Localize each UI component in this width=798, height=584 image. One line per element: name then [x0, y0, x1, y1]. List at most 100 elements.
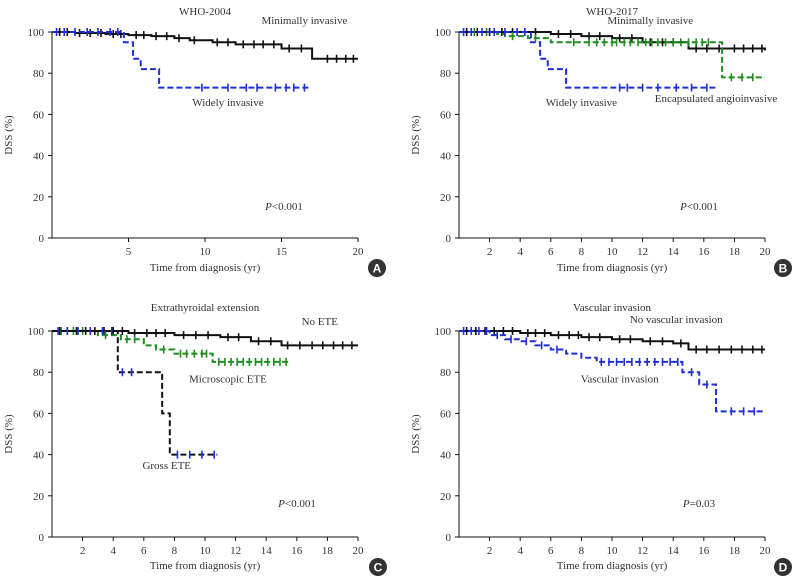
x-axis-label: Time from diagnosis (yr) — [557, 262, 668, 274]
x-tick-label: 18 — [729, 246, 741, 258]
x-tick-label: 16 — [698, 545, 710, 557]
panel-badge: A — [368, 259, 386, 277]
x-axis-label: Time from diagnosis (yr) — [150, 560, 261, 572]
panel-A: WHO-2004 DSS (%) Time from diagnosis (yr… — [3, 6, 386, 277]
km-curve-minimally-invasive — [52, 31, 358, 60]
y-axis-label: DSS (%) — [3, 115, 15, 155]
x-tick-label: 12 — [637, 246, 648, 258]
y-tick-label: 0 — [39, 233, 45, 245]
panel-title: Extrathyroidal extension — [151, 302, 260, 314]
y-axis-label: DSS (%) — [410, 414, 422, 454]
x-tick-label: 16 — [698, 246, 710, 258]
y-tick-label: 80 — [33, 68, 45, 80]
x-tick-label: 8 — [172, 545, 178, 557]
x-tick-label: 4 — [517, 246, 523, 258]
x-tick-label: 2 — [487, 545, 493, 557]
y-tick-label: 0 — [446, 233, 452, 245]
x-tick-label: 6 — [141, 545, 147, 557]
p-value: P<0.001 — [277, 498, 316, 510]
x-tick-label: 20 — [760, 545, 772, 557]
curve-label: Minimally invasive — [262, 15, 348, 27]
p-rest: <0.001 — [285, 498, 316, 510]
x-tick-label: 10 — [200, 246, 212, 258]
y-tick-label: 20 — [33, 491, 45, 503]
y-tick-label: 80 — [33, 367, 45, 379]
y-tick-label: 100 — [28, 27, 45, 39]
x-tick-label: 14 — [261, 545, 273, 557]
x-tick-label: 8 — [579, 545, 585, 557]
y-tick-label: 20 — [440, 192, 452, 204]
y-tick-label: 40 — [440, 450, 452, 462]
curve-label: Microscopic ETE — [189, 374, 267, 386]
panel-D: Vascular invasion DSS (%) Time from diag… — [410, 302, 792, 576]
y-tick-label: 100 — [435, 27, 452, 39]
y-tick-label: 60 — [33, 408, 45, 420]
p-value: P=0.03 — [682, 498, 716, 510]
y-tick-label: 100 — [435, 326, 452, 338]
panel-badge: D — [774, 558, 792, 576]
x-tick-label: 20 — [760, 246, 772, 258]
x-tick-label: 18 — [322, 545, 334, 557]
badge-letter: C — [374, 561, 383, 575]
p-value: P<0.001 — [679, 201, 718, 213]
km-curve-minimally-invasive — [459, 31, 766, 51]
badge-letter: B — [779, 262, 788, 276]
x-tick-label: 14 — [668, 545, 680, 557]
x-tick-label: 18 — [729, 545, 741, 557]
y-tick-label: 100 — [28, 326, 45, 338]
x-tick-label: 10 — [200, 545, 212, 557]
curve-label: Gross ETE — [142, 460, 191, 472]
km-curve-vascular-invasion — [459, 330, 765, 413]
x-tick-label: 10 — [607, 246, 619, 258]
y-tick-label: 40 — [33, 450, 45, 462]
x-axis-label: Time from diagnosis (yr) — [150, 262, 261, 274]
y-tick-label: 0 — [446, 532, 452, 544]
y-tick-label: 60 — [440, 408, 452, 420]
y-axis-label: DSS (%) — [410, 115, 422, 155]
badge-letter: D — [779, 561, 788, 575]
km-curve-encapsulated-angioinvasive — [459, 31, 765, 79]
x-tick-label: 5 — [126, 246, 132, 258]
y-axis-label: DSS (%) — [3, 414, 15, 454]
panel-C: Extrathyroidal extension DSS (%) Time fr… — [3, 302, 387, 576]
badge-circle — [774, 558, 792, 576]
x-tick-label: 16 — [291, 545, 303, 557]
curve-label: Minimally invasive — [607, 15, 693, 27]
x-tick-label: 20 — [353, 246, 365, 258]
p-letter: P — [277, 498, 285, 510]
y-tick-label: 20 — [440, 491, 452, 503]
badge-letter: A — [373, 262, 382, 276]
panel-B: WHO-2017 DSS (%) Time from diagnosis (yr… — [410, 6, 792, 277]
y-tick-label: 80 — [440, 68, 452, 80]
curve-label: Vascular invasion — [581, 374, 659, 386]
km-curve-widely-invasive — [459, 31, 717, 89]
x-tick-label: 2 — [487, 246, 493, 258]
badge-circle — [368, 259, 386, 277]
x-axis-label: Time from diagnosis (yr) — [557, 560, 668, 572]
p-value: P<0.001 — [264, 201, 303, 213]
p-letter: P — [682, 498, 690, 510]
p-rest: <0.001 — [272, 201, 303, 213]
panel-badge: B — [774, 259, 792, 277]
y-tick-label: 0 — [39, 532, 45, 544]
x-tick-label: 2 — [80, 545, 86, 557]
p-letter: P — [679, 201, 687, 213]
panel-badge: C — [369, 558, 387, 576]
y-tick-label: 60 — [33, 109, 45, 121]
curve-label: Widely invasive — [192, 97, 263, 109]
x-tick-label: 20 — [353, 545, 365, 557]
x-tick-label: 6 — [548, 246, 554, 258]
p-rest: =0.03 — [690, 498, 716, 510]
x-tick-label: 14 — [668, 246, 680, 258]
panel-title: WHO-2004 — [179, 6, 231, 18]
y-tick-label: 60 — [440, 109, 452, 121]
km-curve-widely-invasive — [52, 31, 310, 89]
x-tick-label: 15 — [276, 246, 288, 258]
x-tick-label: 4 — [110, 545, 116, 557]
curve-label: No ETE — [302, 316, 339, 328]
curve-label: Widely invasive — [546, 97, 617, 109]
badge-circle — [774, 259, 792, 277]
p-rest: <0.001 — [687, 201, 718, 213]
x-tick-label: 6 — [548, 545, 554, 557]
